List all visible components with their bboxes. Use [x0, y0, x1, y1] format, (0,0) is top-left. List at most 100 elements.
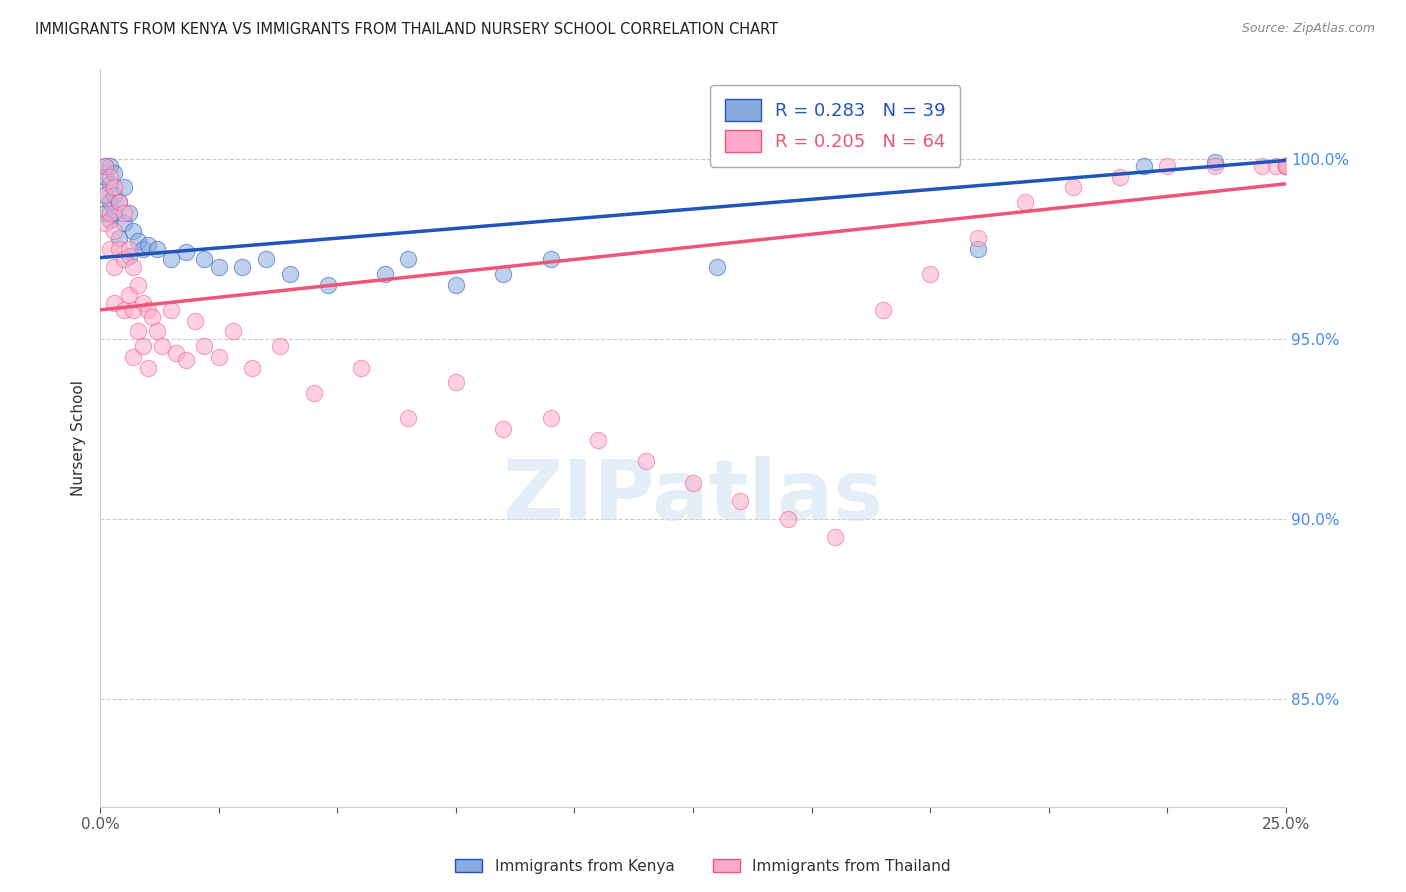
- Point: [94, 159, 117, 173]
- Text: IMMIGRANTS FROM KENYA VS IMMIGRANTS FROM THAILAND NURSERY SCHOOL CORRELATION CHA: IMMIGRANTS FROM KENYA VS IMMIGRANTS FROM…: [35, 22, 779, 37]
- Point: [278, 267, 301, 281]
- Point: [98, 205, 121, 219]
- Point: [117, 288, 139, 302]
- Point: [193, 252, 215, 267]
- Point: [682, 475, 704, 490]
- Point: [492, 422, 515, 436]
- Point: [540, 411, 562, 425]
- Point: [966, 242, 988, 256]
- Point: [208, 350, 231, 364]
- Point: [132, 295, 155, 310]
- Point: [132, 339, 155, 353]
- Legend: Immigrants from Kenya, Immigrants from Thailand: Immigrants from Kenya, Immigrants from T…: [449, 853, 957, 880]
- Point: [160, 302, 183, 317]
- Point: [444, 277, 467, 292]
- Point: [350, 360, 373, 375]
- Point: [122, 224, 145, 238]
- Point: [1014, 194, 1036, 209]
- Point: [302, 385, 325, 400]
- Point: [103, 295, 125, 310]
- Point: [1109, 169, 1132, 184]
- Point: [374, 267, 396, 281]
- Point: [98, 194, 121, 209]
- Point: [492, 267, 515, 281]
- Point: [127, 277, 149, 292]
- Point: [103, 224, 125, 238]
- Point: [398, 252, 420, 267]
- Point: [634, 454, 657, 468]
- Point: [98, 169, 121, 184]
- Text: Source: ZipAtlas.com: Source: ZipAtlas.com: [1241, 22, 1375, 36]
- Point: [122, 302, 145, 317]
- Point: [98, 242, 121, 256]
- Point: [117, 205, 139, 219]
- Point: [98, 177, 121, 191]
- Point: [94, 187, 117, 202]
- Point: [103, 187, 125, 202]
- Point: [146, 242, 169, 256]
- Point: [193, 339, 215, 353]
- Point: [94, 159, 117, 173]
- Point: [132, 242, 155, 256]
- Y-axis label: Nursery School: Nursery School: [72, 380, 86, 496]
- Point: [222, 325, 245, 339]
- Point: [1132, 159, 1154, 173]
- Point: [117, 249, 139, 263]
- Point: [231, 260, 253, 274]
- Point: [112, 252, 135, 267]
- Point: [94, 169, 117, 184]
- Point: [920, 267, 942, 281]
- Point: [108, 194, 131, 209]
- Point: [122, 350, 145, 364]
- Point: [122, 260, 145, 274]
- Point: [540, 252, 562, 267]
- Point: [1275, 159, 1298, 173]
- Point: [108, 242, 131, 256]
- Point: [94, 216, 117, 230]
- Point: [730, 493, 752, 508]
- Point: [94, 205, 117, 219]
- Point: [103, 205, 125, 219]
- Point: [1275, 159, 1298, 173]
- Point: [706, 260, 728, 274]
- Point: [184, 314, 207, 328]
- Point: [254, 252, 277, 267]
- Point: [108, 231, 131, 245]
- Point: [112, 216, 135, 230]
- Point: [150, 339, 173, 353]
- Point: [1265, 159, 1288, 173]
- Point: [1251, 159, 1274, 173]
- Point: [127, 235, 149, 249]
- Point: [127, 325, 149, 339]
- Point: [586, 433, 609, 447]
- Point: [141, 310, 163, 324]
- Legend: R = 0.283   N = 39, R = 0.205   N = 64: R = 0.283 N = 39, R = 0.205 N = 64: [710, 85, 960, 167]
- Point: [316, 277, 339, 292]
- Point: [103, 260, 125, 274]
- Point: [1156, 159, 1178, 173]
- Point: [165, 346, 187, 360]
- Point: [103, 166, 125, 180]
- Point: [872, 302, 894, 317]
- Point: [1275, 159, 1298, 173]
- Point: [108, 194, 131, 209]
- Point: [240, 360, 263, 375]
- Text: ZIPatlas: ZIPatlas: [502, 457, 883, 537]
- Point: [174, 353, 197, 368]
- Point: [94, 187, 117, 202]
- Point: [160, 252, 183, 267]
- Point: [136, 302, 159, 317]
- Point: [1204, 159, 1226, 173]
- Point: [112, 205, 135, 219]
- Point: [1275, 159, 1298, 173]
- Point: [398, 411, 420, 425]
- Point: [103, 180, 125, 194]
- Point: [112, 180, 135, 194]
- Point: [1062, 180, 1084, 194]
- Point: [1204, 155, 1226, 169]
- Point: [136, 360, 159, 375]
- Point: [98, 212, 121, 227]
- Point: [966, 231, 988, 245]
- Point: [136, 238, 159, 252]
- Point: [824, 530, 846, 544]
